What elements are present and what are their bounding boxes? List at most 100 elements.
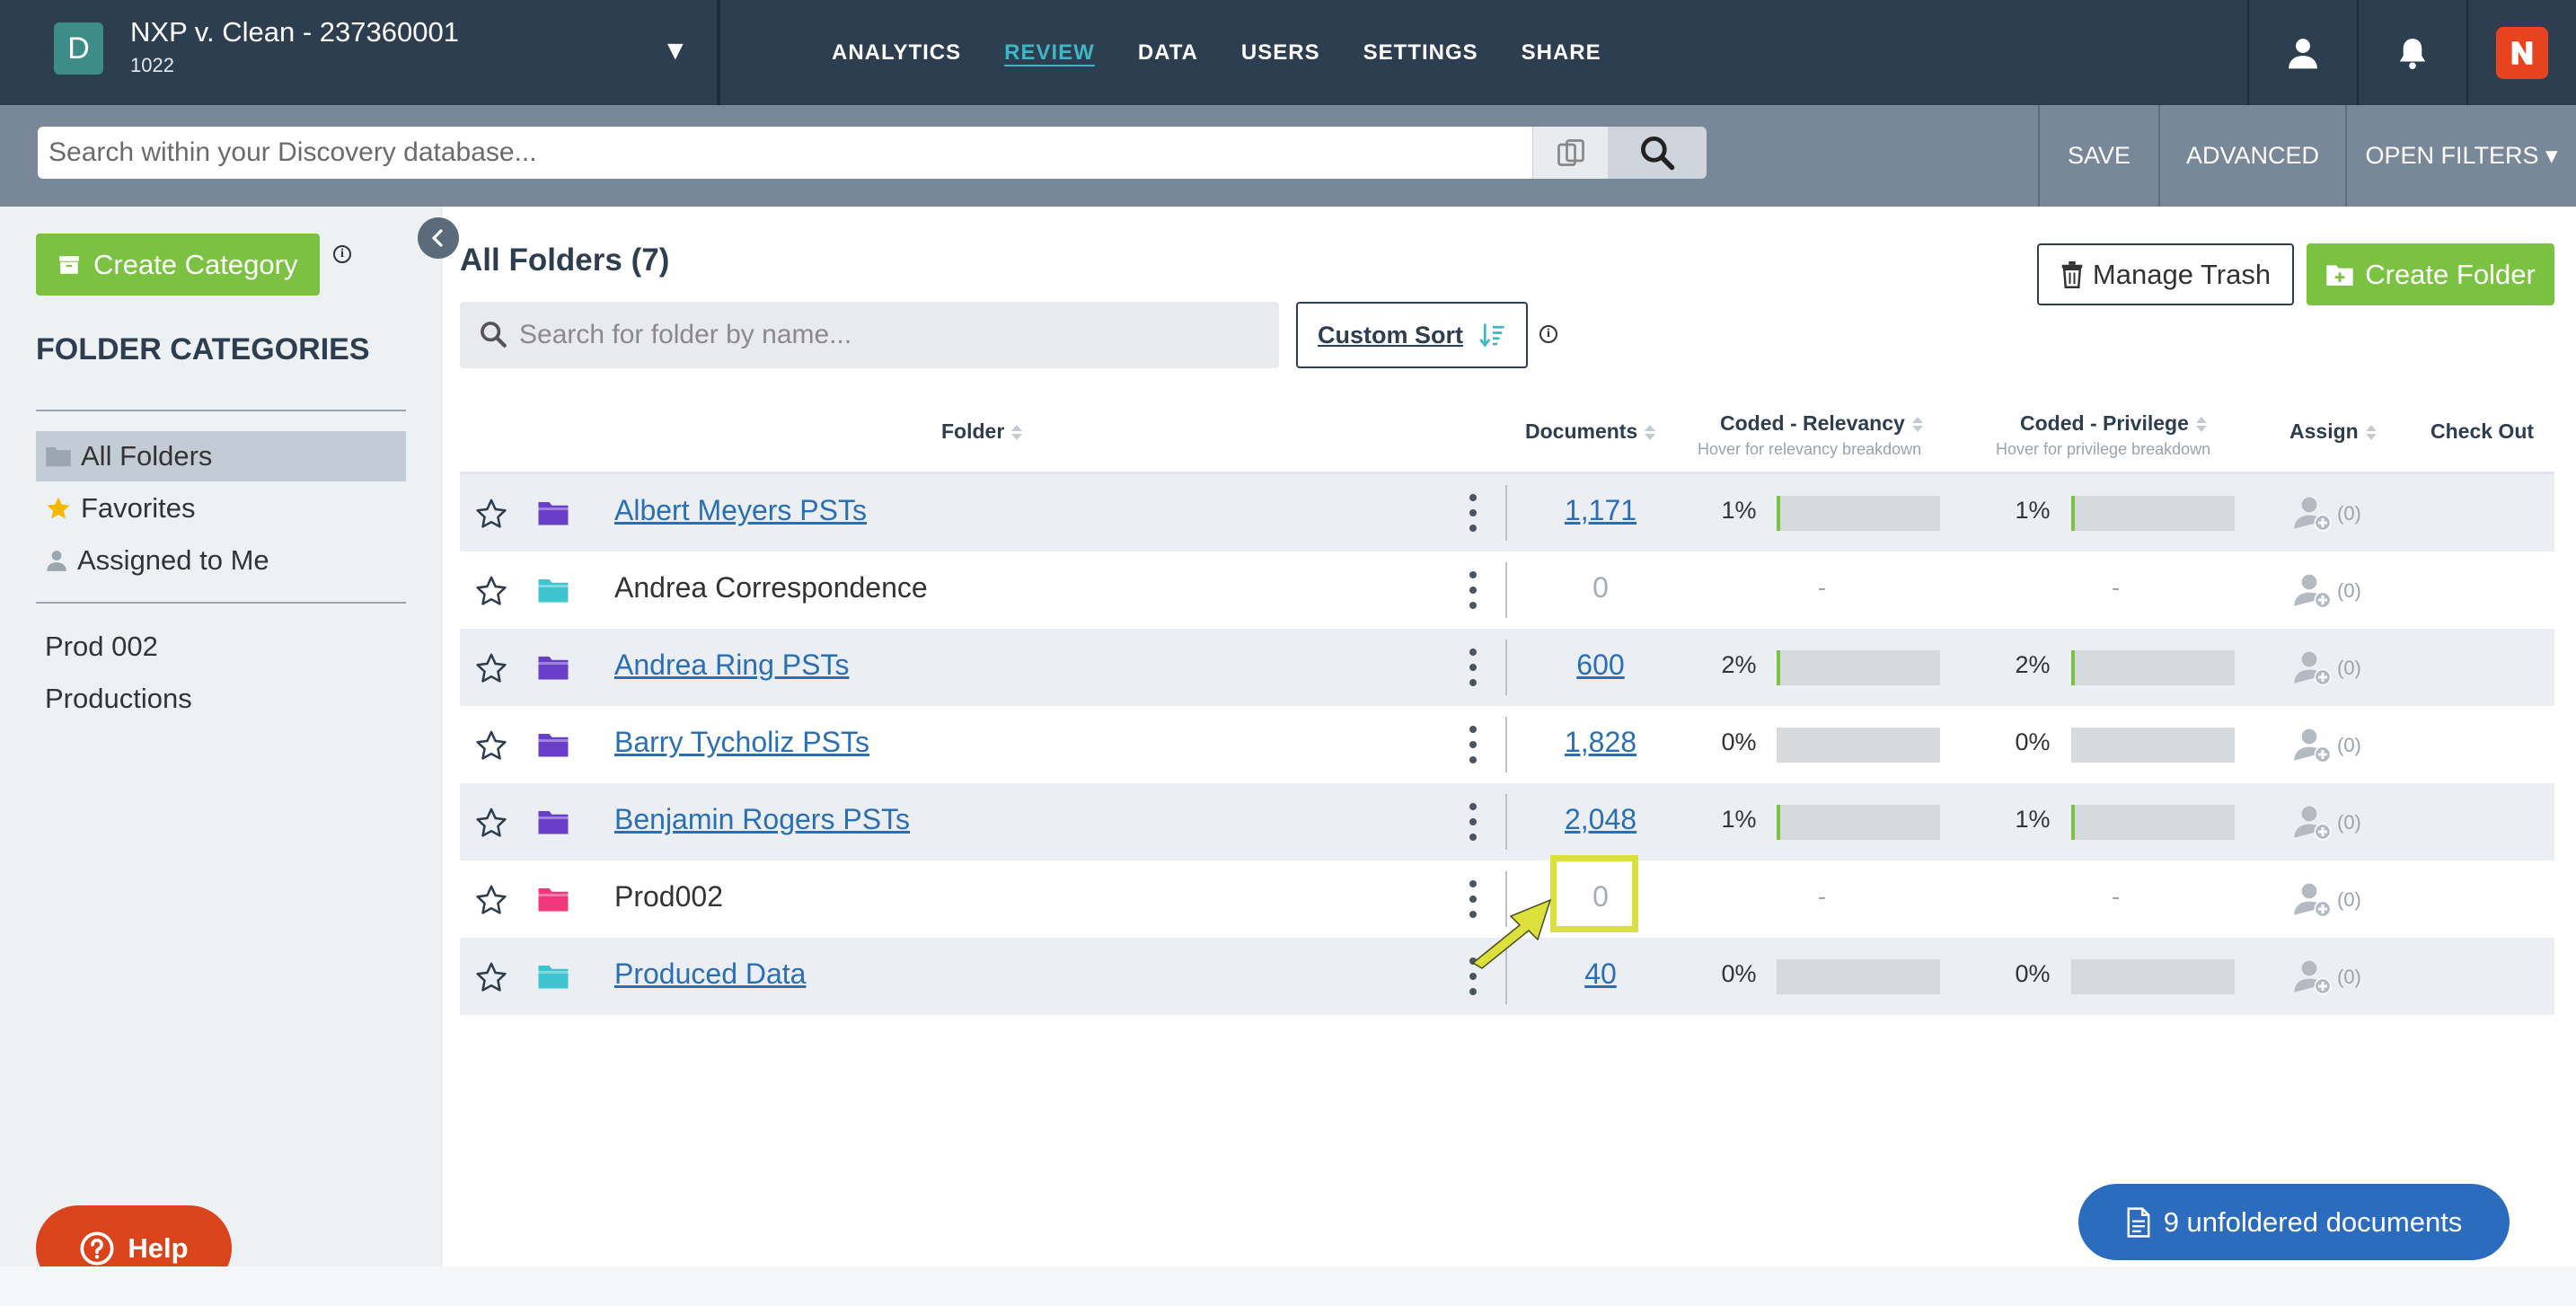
- table-row[interactable]: Andrea Correspondence 0 - - (0): [460, 552, 2554, 629]
- save-search-button[interactable]: SAVE: [2038, 105, 2158, 207]
- table-row[interactable]: Prod002 0 - - (0): [460, 860, 2554, 938]
- assign-button[interactable]: (0): [2294, 728, 2361, 763]
- open-filters-button[interactable]: OPEN FILTERS ▾: [2345, 105, 2576, 207]
- arrow-annotation: [1471, 898, 1552, 969]
- category-prod-002[interactable]: Prod 002: [45, 631, 158, 662]
- star-outline-icon[interactable]: [474, 497, 508, 531]
- folder-name[interactable]: Prod002: [614, 880, 723, 913]
- manage-trash-button[interactable]: Manage Trash: [2037, 243, 2294, 305]
- search-button[interactable]: [1608, 127, 1707, 179]
- top-icons: [2247, 0, 2576, 105]
- relevancy-bar[interactable]: [1777, 728, 1940, 763]
- folder-search-input[interactable]: [460, 302, 1279, 368]
- relevancy-bar[interactable]: [1777, 805, 1940, 840]
- assign-button[interactable]: (0): [2294, 650, 2361, 686]
- folder-name[interactable]: Andrea Ring PSTs: [614, 649, 850, 681]
- project-selector[interactable]: D NXP v. Clean - 237360001 1022 ▼: [0, 0, 720, 105]
- assign-button[interactable]: (0): [2294, 959, 2361, 995]
- table-row[interactable]: Produced Data 40 0% 0% (0): [460, 938, 2554, 1015]
- privilege-bar[interactable]: [2071, 728, 2235, 763]
- folder-name[interactable]: Barry Tycholiz PSTs: [614, 726, 869, 758]
- star-outline-icon[interactable]: [474, 651, 508, 685]
- more-options-icon[interactable]: [1469, 571, 1477, 609]
- table-row[interactable]: Barry Tycholiz PSTs 1,828 0% 0% (0): [460, 706, 2554, 783]
- assign-count: (0): [2337, 734, 2361, 756]
- more-options-icon[interactable]: [1469, 494, 1477, 532]
- create-category-button[interactable]: Create Category: [36, 234, 320, 296]
- star-outline-icon[interactable]: [474, 574, 508, 608]
- info-icon[interactable]: i: [1539, 325, 1557, 343]
- nav-data[interactable]: DATA: [1137, 40, 1198, 65]
- project-title: NXP v. Clean - 237360001: [130, 16, 459, 48]
- more-options-icon[interactable]: [1469, 957, 1477, 995]
- chevron-down-icon[interactable]: ▼: [662, 36, 689, 66]
- assign-button[interactable]: (0): [2294, 573, 2361, 609]
- document-count[interactable]: 40: [1584, 957, 1617, 990]
- star-outline-icon[interactable]: [474, 883, 508, 917]
- document-count[interactable]: 1,171: [1564, 494, 1637, 526]
- folder-column-header[interactable]: Folder: [941, 419, 1023, 444]
- documents-column-header[interactable]: Documents: [1525, 419, 1656, 444]
- star-outline-icon[interactable]: [474, 728, 508, 763]
- assign-button[interactable]: (0): [2294, 882, 2361, 918]
- star-outline-icon[interactable]: [474, 960, 508, 994]
- category-favorites[interactable]: Favorites: [36, 483, 406, 534]
- privilege-column-header[interactable]: Coded - Privilege: [2020, 411, 2207, 436]
- assign-button[interactable]: (0): [2294, 496, 2361, 532]
- folder-name[interactable]: Benjamin Rogers PSTs: [614, 803, 911, 835]
- highlight-annotation: [1550, 855, 1638, 932]
- privilege-bar-fill: [2071, 496, 2075, 531]
- relevancy-column-header[interactable]: Coded - Relevancy: [1720, 411, 1923, 436]
- collapse-sidebar-button[interactable]: [418, 217, 459, 259]
- header-label: Assign: [2289, 419, 2359, 443]
- bottom-strip: [0, 1266, 2576, 1306]
- document-count[interactable]: 1,828: [1564, 726, 1637, 758]
- relevancy-bar[interactable]: [1777, 496, 1940, 531]
- assign-column-header[interactable]: Assign: [2289, 419, 2377, 444]
- more-options-icon[interactable]: [1469, 880, 1477, 918]
- assign-button[interactable]: (0): [2294, 805, 2361, 841]
- category-productions[interactable]: Productions: [45, 683, 192, 714]
- category-assigned-to-me[interactable]: Assigned to Me: [36, 535, 406, 586]
- assign-count: (0): [2337, 657, 2361, 679]
- nav-review[interactable]: REVIEW: [1004, 40, 1095, 65]
- relevancy-bar[interactable]: [1777, 650, 1940, 685]
- search-input[interactable]: [38, 127, 1532, 179]
- privilege-bar[interactable]: [2071, 805, 2235, 840]
- nav-settings[interactable]: SETTINGS: [1363, 40, 1478, 65]
- folder-name[interactable]: Produced Data: [614, 957, 807, 990]
- table-row[interactable]: Benjamin Rogers PSTs 2,048 1% 1% (0): [460, 783, 2554, 860]
- privilege-bar[interactable]: [2071, 496, 2235, 531]
- create-folder-button[interactable]: Create Folder: [2307, 243, 2554, 305]
- privilege-bar[interactable]: [2071, 959, 2235, 994]
- nav-share[interactable]: SHARE: [1521, 40, 1601, 65]
- more-options-icon[interactable]: [1469, 726, 1477, 763]
- document-count[interactable]: 600: [1576, 649, 1625, 681]
- sort-arrows-icon: [1645, 425, 1656, 441]
- unfoldered-documents-button[interactable]: 9 unfoldered documents: [2078, 1184, 2510, 1260]
- relevancy-empty: -: [1818, 574, 1826, 601]
- info-icon[interactable]: i: [333, 245, 351, 263]
- nav-analytics[interactable]: ANALYTICS: [832, 40, 962, 65]
- category-all-folders[interactable]: All Folders: [36, 431, 406, 481]
- custom-sort-button[interactable]: Custom Sort: [1296, 302, 1528, 368]
- nav-users[interactable]: USERS: [1240, 40, 1320, 65]
- copy-button[interactable]: [1532, 127, 1608, 179]
- advanced-search-button[interactable]: ADVANCED: [2158, 105, 2345, 207]
- more-options-icon[interactable]: [1469, 803, 1477, 841]
- document-count: 0: [1592, 571, 1609, 604]
- app-logo-button[interactable]: [2466, 0, 2576, 105]
- user-profile-button[interactable]: [2247, 0, 2357, 105]
- folder-name[interactable]: Andrea Correspondence: [614, 571, 928, 604]
- document-count[interactable]: 2,048: [1564, 803, 1637, 835]
- privilege-percent: 1%: [2015, 806, 2051, 833]
- table-row[interactable]: Andrea Ring PSTs 600 2% 2% (0): [460, 629, 2554, 706]
- notifications-button[interactable]: [2357, 0, 2466, 105]
- table-row[interactable]: Albert Meyers PSTs 1,171 1% 1% (0): [460, 474, 2554, 552]
- help-button[interactable]: Help: [36, 1205, 232, 1291]
- star-outline-icon[interactable]: [474, 806, 508, 840]
- folder-name[interactable]: Albert Meyers PSTs: [614, 494, 867, 526]
- more-options-icon[interactable]: [1469, 649, 1477, 686]
- relevancy-bar[interactable]: [1777, 959, 1940, 994]
- privilege-bar[interactable]: [2071, 650, 2235, 685]
